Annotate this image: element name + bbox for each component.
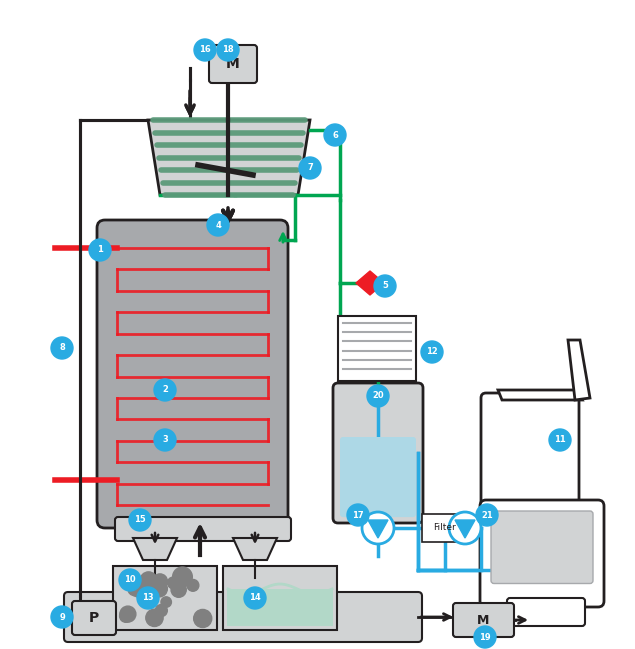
Text: 16: 16 [199,45,211,55]
Circle shape [156,605,167,617]
Circle shape [128,582,142,596]
Circle shape [119,569,141,591]
FancyBboxPatch shape [453,603,514,637]
Text: M: M [226,57,240,71]
FancyBboxPatch shape [72,601,116,635]
Circle shape [140,572,157,589]
Circle shape [187,580,199,591]
Circle shape [171,582,186,597]
Circle shape [131,582,146,597]
Polygon shape [148,120,310,195]
Polygon shape [368,520,388,538]
Circle shape [299,157,321,179]
Circle shape [137,587,159,609]
FancyBboxPatch shape [422,514,468,542]
Circle shape [347,504,369,526]
Text: 18: 18 [222,45,234,55]
FancyBboxPatch shape [340,437,416,517]
Text: 19: 19 [479,633,491,641]
Text: 12: 12 [426,347,438,356]
Circle shape [146,609,163,626]
FancyBboxPatch shape [209,45,257,83]
Circle shape [51,606,73,628]
Text: 17: 17 [352,511,364,519]
Text: 8: 8 [59,343,65,352]
FancyBboxPatch shape [64,592,422,642]
Circle shape [120,606,136,622]
Text: 3: 3 [162,435,168,445]
FancyBboxPatch shape [97,220,288,528]
Text: 20: 20 [372,391,384,400]
Text: P: P [89,611,99,625]
Text: 10: 10 [124,576,136,585]
FancyBboxPatch shape [507,598,585,626]
FancyBboxPatch shape [491,511,593,583]
Text: 7: 7 [307,164,313,173]
Circle shape [168,577,179,589]
Text: 15: 15 [134,515,146,524]
Circle shape [129,509,151,531]
FancyBboxPatch shape [481,393,579,511]
Circle shape [476,504,498,526]
Circle shape [324,124,346,146]
Text: 6: 6 [332,130,338,140]
Circle shape [207,214,229,236]
Circle shape [217,39,239,61]
FancyBboxPatch shape [338,316,416,381]
Polygon shape [455,520,475,538]
Text: 2: 2 [162,386,168,395]
Circle shape [362,512,394,544]
Circle shape [244,587,266,609]
Text: 13: 13 [142,593,154,602]
Circle shape [449,512,481,544]
FancyBboxPatch shape [480,500,604,607]
Circle shape [474,626,496,648]
Circle shape [161,597,171,607]
Polygon shape [233,538,277,560]
Circle shape [367,385,389,407]
Circle shape [194,609,211,628]
Circle shape [421,341,443,363]
Circle shape [51,337,73,359]
Text: 21: 21 [481,511,493,519]
Circle shape [194,39,216,61]
FancyBboxPatch shape [115,517,291,541]
Text: 5: 5 [382,282,388,291]
Text: 14: 14 [249,593,261,602]
Circle shape [151,581,168,597]
Circle shape [154,379,176,401]
Polygon shape [370,271,384,295]
Circle shape [374,275,396,297]
Circle shape [154,429,176,451]
Text: M: M [478,613,490,626]
Circle shape [173,567,192,587]
Text: 9: 9 [59,613,65,622]
Polygon shape [568,340,590,400]
Polygon shape [133,538,177,560]
FancyBboxPatch shape [113,566,217,630]
FancyBboxPatch shape [333,383,423,523]
Circle shape [152,574,168,589]
Polygon shape [356,271,370,295]
Circle shape [169,578,179,589]
Circle shape [549,429,571,451]
Polygon shape [498,390,582,400]
Text: 1: 1 [97,245,103,254]
Text: 4: 4 [215,221,221,230]
Text: Filter: Filter [434,524,457,532]
FancyBboxPatch shape [223,566,337,630]
Text: 11: 11 [554,435,566,445]
Circle shape [119,609,132,622]
FancyBboxPatch shape [227,589,333,626]
Circle shape [89,239,111,261]
